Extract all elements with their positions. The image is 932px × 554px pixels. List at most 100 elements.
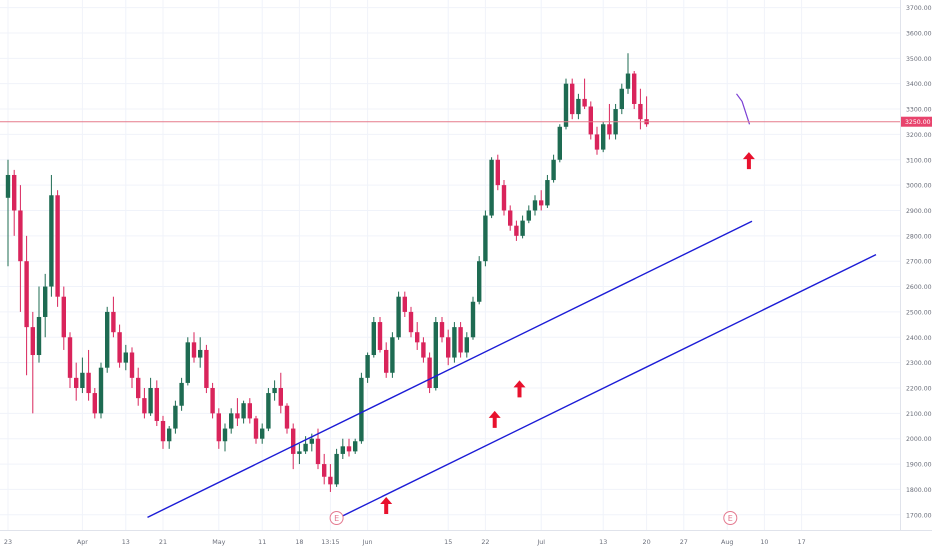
channel-lower-line[interactable] xyxy=(339,253,877,518)
price-axis-bg xyxy=(900,0,932,550)
price-tick-label: 3000.00 xyxy=(906,183,932,190)
price-tick-label: 3500.00 xyxy=(906,56,932,63)
candle-body xyxy=(61,296,66,338)
price-tick-label: 1800.00 xyxy=(906,487,932,494)
candle-body xyxy=(638,103,643,120)
candle-body xyxy=(18,210,23,262)
time-axis[interactable]: 23 Apr 13 21 May 11 18 13:15 Jun 15 22 Jul 13 20 27 Aug… xyxy=(0,530,932,550)
candle-body xyxy=(464,337,469,353)
price-tick-label: 3700.00 xyxy=(906,5,932,12)
candle-body xyxy=(173,405,178,429)
candle-body xyxy=(433,322,438,388)
candle-body xyxy=(179,382,184,406)
candle-body xyxy=(24,261,29,328)
price-tick-label: 2000.00 xyxy=(906,436,932,443)
earnings-circle xyxy=(329,511,344,525)
candle-body xyxy=(477,261,482,302)
candle-body xyxy=(563,83,569,127)
candle-body xyxy=(315,438,321,465)
earnings-marker[interactable]: E xyxy=(723,511,738,525)
candle-body xyxy=(415,332,420,343)
candle-body xyxy=(322,464,327,477)
candle-body xyxy=(241,403,246,419)
candle-body xyxy=(508,210,513,226)
candle-body xyxy=(235,413,240,419)
candle-body xyxy=(204,349,209,388)
candle-body xyxy=(74,377,79,388)
time-tick-label: 13 xyxy=(122,538,130,546)
price-tick-label: 2100.00 xyxy=(906,411,932,418)
price-tick-label: 3100.00 xyxy=(906,157,932,164)
candle-body xyxy=(297,451,302,454)
candle-body xyxy=(5,174,11,198)
time-tick-label: 13:15 xyxy=(321,538,339,546)
candle-body xyxy=(408,311,414,333)
price-tick-label: 2300.00 xyxy=(906,360,932,367)
candle-body xyxy=(272,387,277,394)
candle-body xyxy=(67,337,73,378)
candle-body xyxy=(514,225,519,236)
price-axis[interactable]: 3700.00 3600.00 3500.00 3400.00 3300.00 3200.… xyxy=(900,0,932,550)
candle-body xyxy=(80,372,85,388)
candle-body xyxy=(396,296,401,338)
candle-body xyxy=(594,134,600,150)
arrow-shape xyxy=(380,497,393,515)
price-tick-label: 2400.00 xyxy=(906,335,932,342)
time-tick-label: 23 xyxy=(4,538,12,546)
time-tick-label: 21 xyxy=(159,538,167,546)
candle-body xyxy=(309,438,314,444)
earnings-label: E xyxy=(728,514,733,523)
candle-body xyxy=(253,418,259,439)
time-tick-label: 22 xyxy=(481,538,489,546)
candle-body xyxy=(43,286,48,317)
candle-series xyxy=(5,53,649,492)
time-tick-label: 11 xyxy=(258,538,266,546)
candle-body xyxy=(551,159,556,181)
candle-body xyxy=(458,327,463,353)
candle-body xyxy=(36,316,42,356)
candle-body xyxy=(185,342,190,383)
candle-body xyxy=(390,337,395,373)
candle-body xyxy=(576,98,581,115)
up-arrow-icon xyxy=(488,410,501,428)
candle-body xyxy=(377,322,383,350)
candle-body xyxy=(303,443,308,452)
candle-body xyxy=(49,195,54,287)
up-arrow-icon xyxy=(742,152,755,170)
candle-body xyxy=(470,301,476,338)
time-tick-label: Aug xyxy=(721,538,733,546)
price-tick-label: 2500.00 xyxy=(906,309,932,316)
candle-body xyxy=(328,476,333,485)
candle-body xyxy=(210,387,215,414)
drawing-line[interactable] xyxy=(736,93,751,125)
candle-body xyxy=(439,322,445,338)
arrow-shape xyxy=(742,152,755,170)
candle-body xyxy=(526,210,531,221)
time-axis-bg xyxy=(0,530,932,550)
price-tick-label: 2800.00 xyxy=(906,233,932,240)
candle-body xyxy=(601,124,606,150)
candle-body xyxy=(446,337,451,358)
candle-body xyxy=(421,342,426,358)
current-price-tag xyxy=(901,116,932,127)
channel-upper-line[interactable] xyxy=(147,220,753,518)
time-tick-label: May xyxy=(212,538,225,546)
candle-body xyxy=(588,106,593,135)
time-tick-label: 15 xyxy=(444,538,452,546)
candle-body xyxy=(619,88,624,110)
candle-body xyxy=(365,355,370,378)
candle-body xyxy=(86,372,91,394)
candle-body xyxy=(105,311,110,368)
candle-body xyxy=(260,428,265,439)
candle-body xyxy=(483,215,488,262)
candle-body xyxy=(167,428,172,442)
arrow-shape xyxy=(488,410,501,428)
price-tick-label: 3200.00 xyxy=(906,132,932,139)
candle-body xyxy=(111,311,116,333)
candle-body xyxy=(570,83,575,115)
time-tick-label: Jul xyxy=(536,538,545,546)
earnings-marker[interactable]: E xyxy=(329,511,344,525)
